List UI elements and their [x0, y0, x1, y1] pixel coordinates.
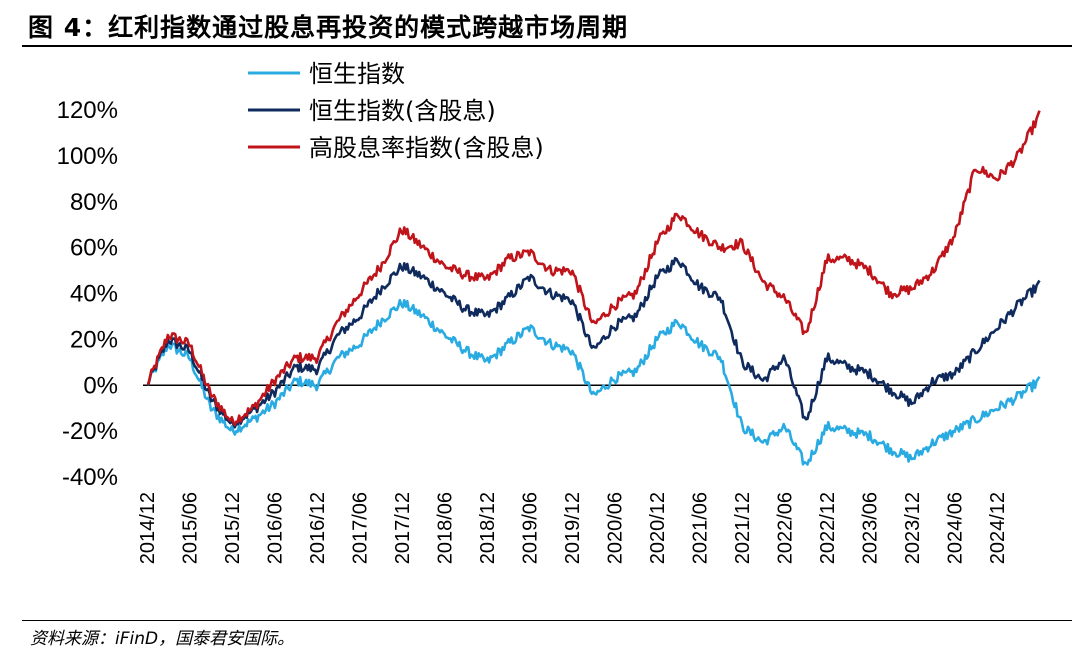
- x-tick-label: 2017/06: [350, 492, 372, 564]
- x-tick-label: 2020/06: [605, 492, 627, 564]
- x-tick-label: 2020/12: [647, 492, 669, 564]
- x-tick-label: 2019/12: [562, 492, 584, 564]
- x-tick-label: 2016/12: [307, 492, 329, 564]
- source-rule: [22, 620, 1072, 621]
- x-tick-label: 2016/06: [265, 492, 287, 564]
- legend-label: 恒生指数(含股息): [309, 97, 496, 125]
- y-tick-label: 0%: [83, 372, 118, 399]
- x-tick-label: 2017/12: [392, 492, 414, 564]
- series-line: [147, 110, 1041, 427]
- x-tick-label: 2022/12: [817, 492, 839, 564]
- series-line: [146, 256, 1041, 429]
- x-tick-label: 2023/12: [902, 492, 924, 564]
- x-tick-label: 2023/06: [860, 492, 882, 564]
- x-tick-label: 2018/06: [435, 492, 457, 564]
- series-line: [146, 298, 1041, 466]
- x-tick-label: 2021/12: [732, 492, 754, 564]
- y-tick-label: -20%: [62, 418, 118, 445]
- y-tick-label: 60%: [70, 235, 118, 262]
- y-axis-ticks: -40% -20% 0% 20% 40% 60% 80% 100% 120%: [57, 97, 118, 491]
- line-chart: -40%-20%0%20%40%60%80%100%120% 2014/12 20…: [57, 60, 1041, 564]
- legend-label: 高股息率指数(含股息): [309, 134, 544, 162]
- x-tick-label: 2021/06: [690, 492, 712, 564]
- y-tick-label: -40%: [62, 464, 118, 491]
- y-tick-label: 40%: [70, 281, 118, 308]
- x-tick-label: 2018/12: [477, 492, 499, 564]
- x-tick-label: 2014/12: [137, 492, 159, 564]
- series-lines: [146, 110, 1041, 466]
- y-tick-label: 20%: [70, 326, 118, 353]
- x-tick-label: 2024/06: [945, 492, 967, 564]
- y-tick-label: 120%: [57, 97, 118, 124]
- x-tick-label: 2022/06: [775, 492, 797, 564]
- x-axis-ticks: 2014/12 2015/06 2015/12 2016/06 2016/12 2017/…: [137, 492, 1009, 564]
- y-tick-label: 100%: [57, 143, 118, 170]
- figure-title: 图 4：红利指数通过股息再投资的模式跨越市场周期: [28, 13, 629, 42]
- y-tick-label: 80%: [70, 189, 118, 216]
- x-tick-label: 2015/12: [222, 492, 244, 564]
- source-note: 资料来源：iFinD，国泰君安国际。: [30, 629, 295, 649]
- title-rule: [22, 45, 1072, 47]
- legend-label: 恒生指数: [309, 60, 405, 88]
- x-tick-label: 2019/06: [520, 492, 542, 564]
- x-tick-label: 2015/06: [180, 492, 202, 564]
- x-tick-label: 2024/12: [987, 492, 1009, 564]
